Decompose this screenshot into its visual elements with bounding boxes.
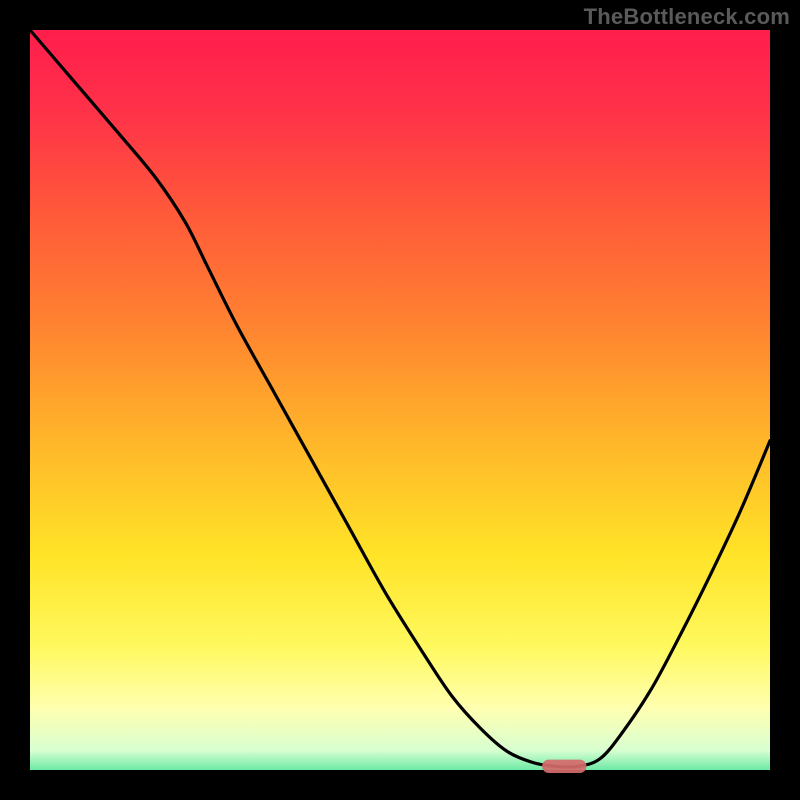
watermark-text: TheBottleneck.com	[584, 4, 790, 30]
chart-frame: TheBottleneck.com	[0, 0, 800, 800]
optimum-marker	[542, 760, 586, 773]
plot-frame	[15, 15, 785, 785]
bottleneck-chart	[0, 0, 800, 800]
